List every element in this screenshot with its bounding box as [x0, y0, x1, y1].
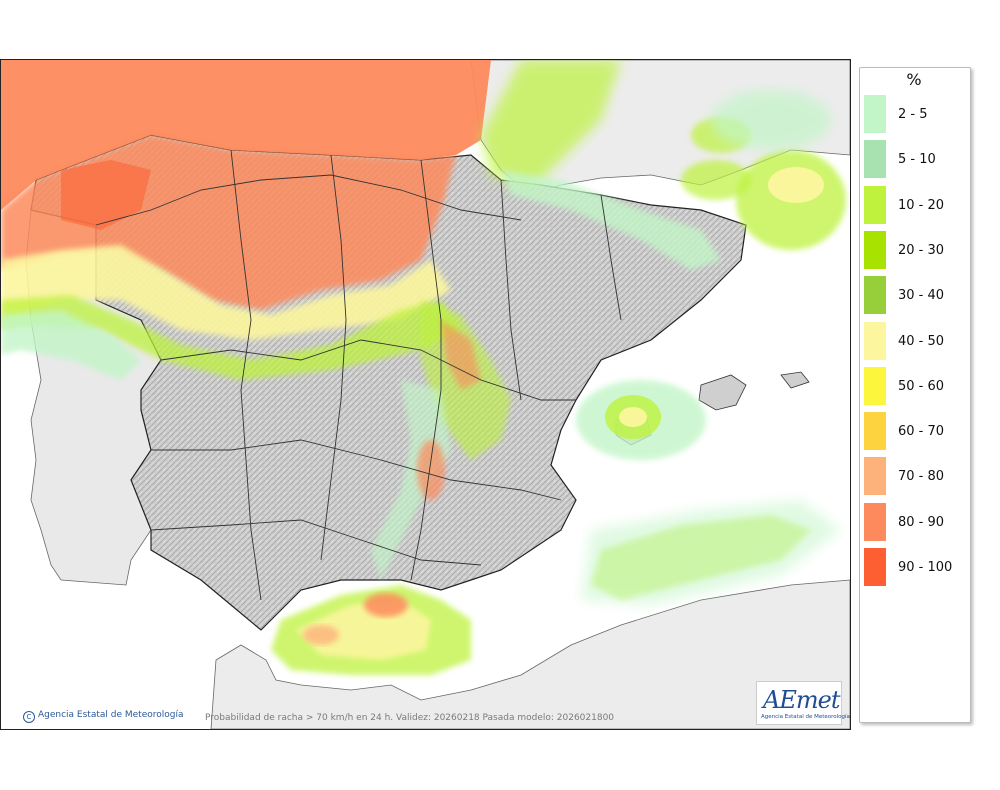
- copyright-text: Agencia Estatal de Meteorología: [38, 710, 184, 720]
- legend-item: 10 - 20: [864, 185, 968, 224]
- legend-label: 30 - 40: [898, 288, 945, 304]
- legend-label: 40 - 50: [898, 333, 945, 349]
- menorca: [780, 371, 810, 389]
- logo-subtext: Agencia Estatal de Meteorología: [761, 714, 850, 720]
- legend-swatch: [864, 95, 886, 133]
- legend-title: %: [906, 70, 922, 89]
- legend-item: 90 - 100: [864, 548, 968, 586]
- legend-swatch: [864, 366, 886, 405]
- legend-label: 60 - 70: [898, 424, 945, 440]
- legend-item: 70 - 80: [864, 457, 968, 496]
- legend-item: 40 - 50: [864, 321, 968, 360]
- copyright-icon: C: [23, 711, 35, 723]
- copyright-notice: C Agencia Estatal de Meteorología: [23, 710, 184, 723]
- legend-swatch: [864, 276, 886, 315]
- legend-swatch: [864, 185, 886, 224]
- region-borders: [95, 149, 622, 601]
- legend-swatch: [864, 412, 886, 451]
- legend-item: 60 - 70: [864, 412, 968, 451]
- legend-label: 5 - 10: [898, 152, 936, 168]
- legend-item: 2 - 5: [864, 95, 968, 133]
- legend-swatch: [864, 140, 886, 179]
- legend-swatch: [864, 548, 886, 586]
- legend-label: 2 - 5: [898, 107, 928, 122]
- legend-label: 80 - 90: [898, 514, 945, 530]
- legend-label: 50 - 60: [898, 378, 945, 394]
- legend-swatch: [864, 502, 886, 541]
- legend-label: 90 - 100: [898, 560, 953, 575]
- legend-label: 70 - 80: [898, 469, 945, 485]
- legend-item: 30 - 40: [864, 276, 968, 315]
- legend-item: 50 - 60: [864, 366, 968, 405]
- legend-label: 20 - 30: [898, 242, 945, 258]
- legend-item: 80 - 90: [864, 502, 968, 541]
- probability-overlay: [1, 60, 846, 675]
- legend-label: 10 - 20: [898, 197, 945, 213]
- logo-wordmark: AEmet: [763, 686, 840, 714]
- legend-item: 20 - 30: [864, 230, 968, 269]
- legend-swatch: [864, 230, 886, 269]
- aemet-logo: AEmet Agencia Estatal de Meteorología: [756, 681, 850, 725]
- legend-item: 5 - 10: [864, 140, 968, 179]
- legend-swatch: [864, 457, 886, 496]
- mallorca: [698, 374, 747, 411]
- africa-land: [210, 579, 850, 729]
- map-canvas: [1, 60, 850, 729]
- probability-legend: % 2 - 5 5 - 10 10 - 20 20 - 30 30 - 40 40 - 5…: [859, 67, 971, 723]
- map-caption: Probabilidad de racha > 70 km/h en 24 h.…: [205, 713, 615, 723]
- legend-swatch: [864, 321, 886, 360]
